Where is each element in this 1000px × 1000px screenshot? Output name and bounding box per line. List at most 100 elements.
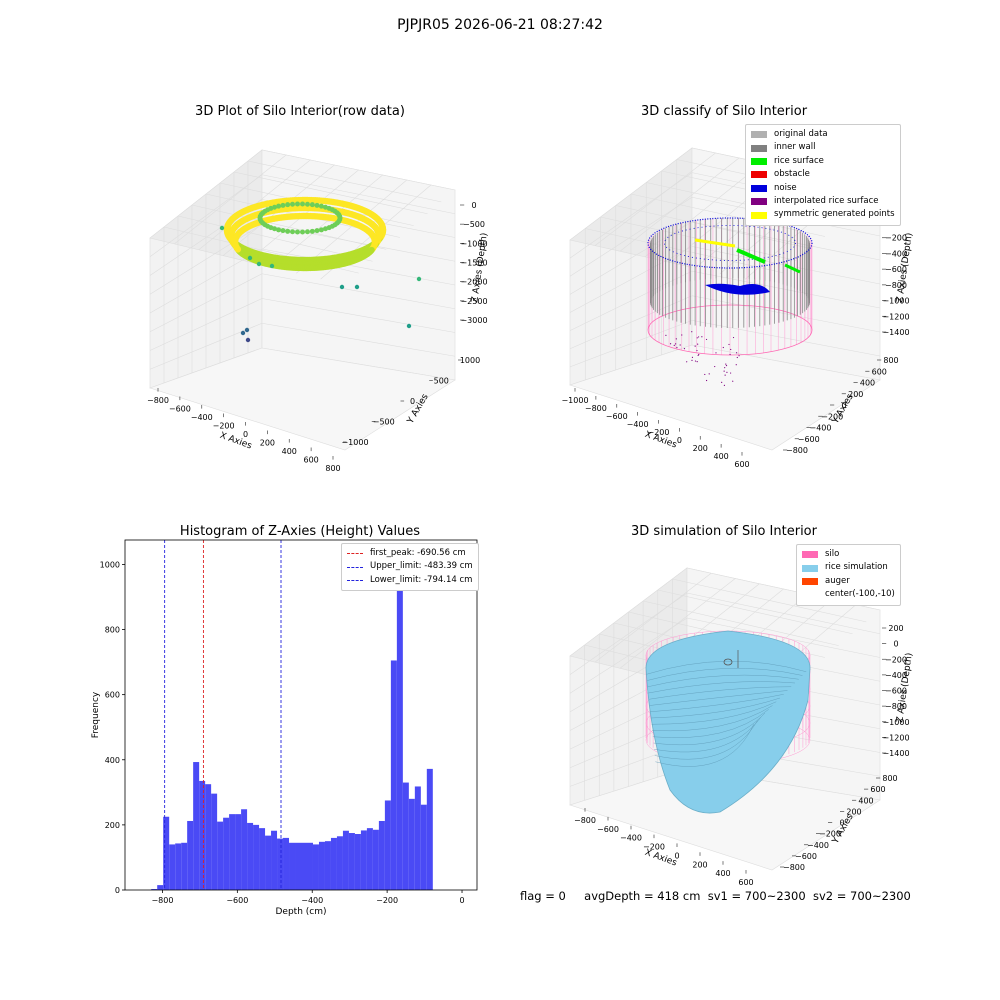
histogram-bar — [247, 823, 253, 890]
histogram-x-tick-label: 0 — [459, 896, 464, 905]
raw-outlier-point — [241, 331, 245, 335]
histogram-y-axis-label: Frequency — [91, 691, 101, 738]
histogram-bar — [223, 818, 229, 890]
histogram-bar — [211, 794, 217, 890]
histogram-bar — [193, 762, 199, 890]
histogram-y-tick-label: 400 — [105, 756, 120, 765]
sv1-text: sv1 = 700~2300 — [708, 889, 806, 903]
legend-label: obstacle — [774, 168, 810, 181]
legend-label: auger — [825, 575, 850, 588]
histogram-bar — [325, 841, 331, 890]
legend-label: rice surface — [774, 155, 824, 168]
cls-y-tick-label: 800 — [883, 356, 898, 365]
cls-interpolated-point — [729, 354, 730, 355]
cls-interpolated-point — [715, 352, 716, 353]
legend-label: Lower_limit: -794.14 cm — [370, 574, 472, 587]
cls-interpolated-point — [675, 343, 676, 344]
legend-swatch — [751, 171, 767, 178]
histogram-bar — [199, 781, 205, 890]
raw-point — [305, 202, 310, 207]
raw-outlier-point — [245, 328, 249, 332]
cls-interpolated-point — [725, 374, 726, 375]
histogram-legend: first_peak: -690.56 cm Upper_limit: -483.… — [341, 543, 479, 591]
histogram-bar — [277, 839, 283, 890]
cls-interpolated-point — [674, 345, 675, 346]
cls-x-tick-label: 600 — [734, 460, 749, 469]
legend-entry: symmetric generated points — [751, 208, 895, 221]
histogram-bar — [157, 885, 163, 890]
histogram-bar — [349, 833, 355, 890]
cls-interpolated-point — [709, 373, 710, 374]
histogram-bar — [253, 825, 259, 890]
legend-swatch — [751, 158, 767, 165]
histogram-bar — [313, 844, 319, 890]
sim-x-tick-label: −600 — [597, 825, 619, 834]
histogram-bar — [205, 784, 211, 890]
raw-point — [280, 228, 285, 233]
histogram-bar — [229, 814, 235, 890]
cls-y-tick-label: 600 — [872, 367, 887, 376]
raw-outlier-point — [257, 262, 261, 266]
histogram-bar — [265, 836, 271, 890]
histogram-bar — [421, 805, 427, 890]
cls-y-tick-label: −600 — [798, 435, 820, 444]
sim-x-tick-label: 200 — [692, 860, 707, 869]
cls-y-tick-label: −400 — [810, 424, 832, 433]
cls-interpolated-point — [726, 365, 727, 366]
cls-interpolated-point — [692, 357, 693, 358]
cls-x-tick-label: 400 — [713, 452, 728, 461]
histogram-bar — [289, 843, 295, 890]
avg-depth-text: avgDepth = 418 cm — [584, 889, 700, 903]
cls-interpolated-point — [695, 360, 696, 361]
raw-point — [285, 229, 290, 234]
sim-z-tick-label: 200 — [888, 624, 903, 633]
histogram-bar — [361, 830, 367, 890]
sim-z-tick-label: −1200 — [882, 733, 909, 742]
legend-line-swatch — [347, 580, 363, 581]
cls-interpolated-point — [724, 371, 725, 372]
histogram-bar — [343, 831, 349, 890]
cls-interpolated-point — [686, 361, 687, 362]
legend-swatch — [751, 212, 767, 219]
cls-interpolated-point — [691, 331, 692, 332]
cls-interpolated-point — [733, 337, 734, 338]
raw-x-tick-label: 600 — [303, 456, 318, 465]
cls-interpolated-point — [676, 338, 677, 339]
histogram-bar — [307, 843, 313, 890]
legend-swatch — [751, 145, 767, 152]
raw-point — [290, 202, 295, 207]
legend-entry: rice surface — [751, 155, 895, 168]
histogram-bar — [379, 821, 385, 890]
legend-entry: obstacle — [751, 168, 895, 181]
histogram-bar — [259, 828, 265, 890]
raw-point — [276, 204, 281, 209]
legend-label: symmetric generated points — [774, 208, 895, 221]
cls-interpolated-point — [721, 382, 722, 383]
simulation-3d-plot: −800−600−400−2000200400600−800−600−400−2… — [570, 568, 915, 887]
legend-label: original data — [774, 128, 828, 141]
raw-point — [280, 203, 285, 208]
legend-entry: first_peak: -690.56 cm — [347, 547, 473, 560]
raw-x-tick-label: −200 — [213, 422, 235, 431]
raw-point — [315, 203, 320, 208]
histogram-y-tick-label: 0 — [115, 886, 120, 895]
simulation-legend: silo rice simulation auger center(-100,-10) — [796, 544, 901, 606]
raw-point — [285, 202, 290, 207]
histogram-bar — [301, 843, 307, 890]
cls-interpolated-point — [736, 364, 737, 365]
cls-interpolated-point — [697, 361, 698, 362]
legend-swatch — [802, 578, 818, 585]
histogram-chart: −800 −600 −400 −200 002004006008001000Depth … — [91, 540, 477, 917]
cls-interpolated-point — [738, 355, 739, 356]
cls-interpolated-point — [698, 355, 699, 356]
sim-y-tick-label: 600 — [870, 785, 885, 794]
histogram-bar — [403, 783, 409, 890]
legend-line-swatch — [347, 567, 363, 568]
histogram-y-tick-label: 600 — [105, 691, 120, 700]
cls-interpolated-point — [696, 350, 697, 351]
legend-entry: silo — [802, 548, 895, 561]
cls-interpolated-point — [726, 372, 727, 373]
histogram-bar — [385, 800, 391, 890]
histogram-bar — [187, 821, 193, 890]
legend-swatch — [751, 198, 767, 205]
